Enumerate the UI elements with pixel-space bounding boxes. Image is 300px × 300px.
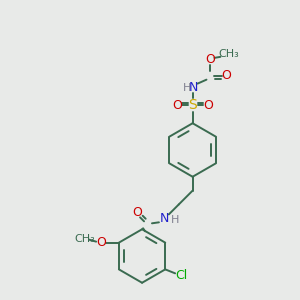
Text: O: O: [203, 99, 213, 112]
Text: Cl: Cl: [175, 269, 187, 282]
Text: H: H: [182, 82, 191, 93]
Text: CH₃: CH₃: [218, 49, 238, 59]
Text: O: O: [172, 99, 182, 112]
Text: O: O: [206, 53, 215, 66]
Text: H: H: [171, 215, 179, 225]
Text: O: O: [221, 69, 231, 82]
Text: O: O: [132, 206, 142, 219]
Text: S: S: [188, 98, 197, 112]
Text: CH₃: CH₃: [75, 234, 96, 244]
Text: N: N: [189, 81, 198, 94]
Text: O: O: [96, 236, 106, 249]
Text: N: N: [160, 212, 170, 225]
